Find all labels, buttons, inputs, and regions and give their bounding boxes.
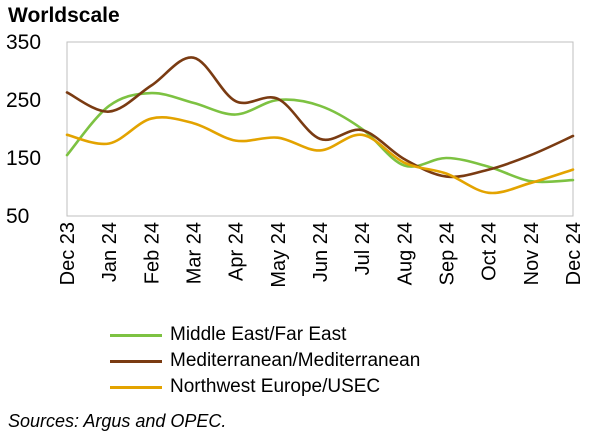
- source-note: Sources: Argus and OPEC.: [8, 411, 227, 431]
- series-line-mediterranean: [65, 56, 575, 179]
- x-tick-label: Dec 24: [563, 222, 585, 285]
- plot-area-frame: [66, 41, 574, 217]
- legend-item-mediterranean: Mediterranean/Mediterranean: [110, 348, 420, 374]
- x-tick-label: May 24: [268, 222, 290, 288]
- legend-label: Mediterranean/Mediterranean: [170, 350, 421, 371]
- series-line-northwest-europe: [65, 116, 575, 195]
- x-tick-label: Aug 24: [394, 222, 416, 285]
- legend-swatch: [110, 333, 162, 337]
- legend-swatch: [110, 385, 162, 389]
- y-tick-label: 250: [6, 89, 41, 112]
- legend-item-northwest-europe: Northwest Europe/USEC: [110, 374, 420, 400]
- y-tick-label: 50: [6, 205, 29, 228]
- y-axis-title: Worldscale: [8, 4, 120, 27]
- x-tick-label: Dec 23: [57, 222, 79, 285]
- x-tick-label: Jul 24: [352, 222, 374, 275]
- legend-swatch: [110, 359, 162, 363]
- chart-legend: Middle East/Far East Mediterranean/Medit…: [110, 322, 420, 400]
- x-tick-label: Jan 24: [99, 222, 121, 282]
- y-tick-label: 350: [6, 31, 41, 54]
- legend-label: Middle East/Far East: [170, 324, 347, 345]
- x-tick-label: Mar 24: [184, 222, 206, 284]
- x-tick-label: Feb 24: [141, 222, 163, 284]
- legend-label: Northwest Europe/USEC: [170, 376, 381, 397]
- y-tick-label: 150: [6, 147, 41, 170]
- legend-item-middle-east: Middle East/Far East: [110, 322, 420, 348]
- x-tick-label: Apr 24: [226, 222, 248, 281]
- line-chart: 50 150 250 350 Dec 23 Jan 24 Feb 24 Mar 24 Apr 2…: [6, 31, 585, 288]
- x-tick-label: Sep 24: [437, 222, 459, 285]
- series-line-middle-east: [65, 91, 575, 184]
- x-tick-label: Jun 24: [310, 222, 332, 282]
- x-tick-label: Oct 24: [479, 222, 501, 281]
- x-tick-label: Nov 24: [521, 222, 543, 285]
